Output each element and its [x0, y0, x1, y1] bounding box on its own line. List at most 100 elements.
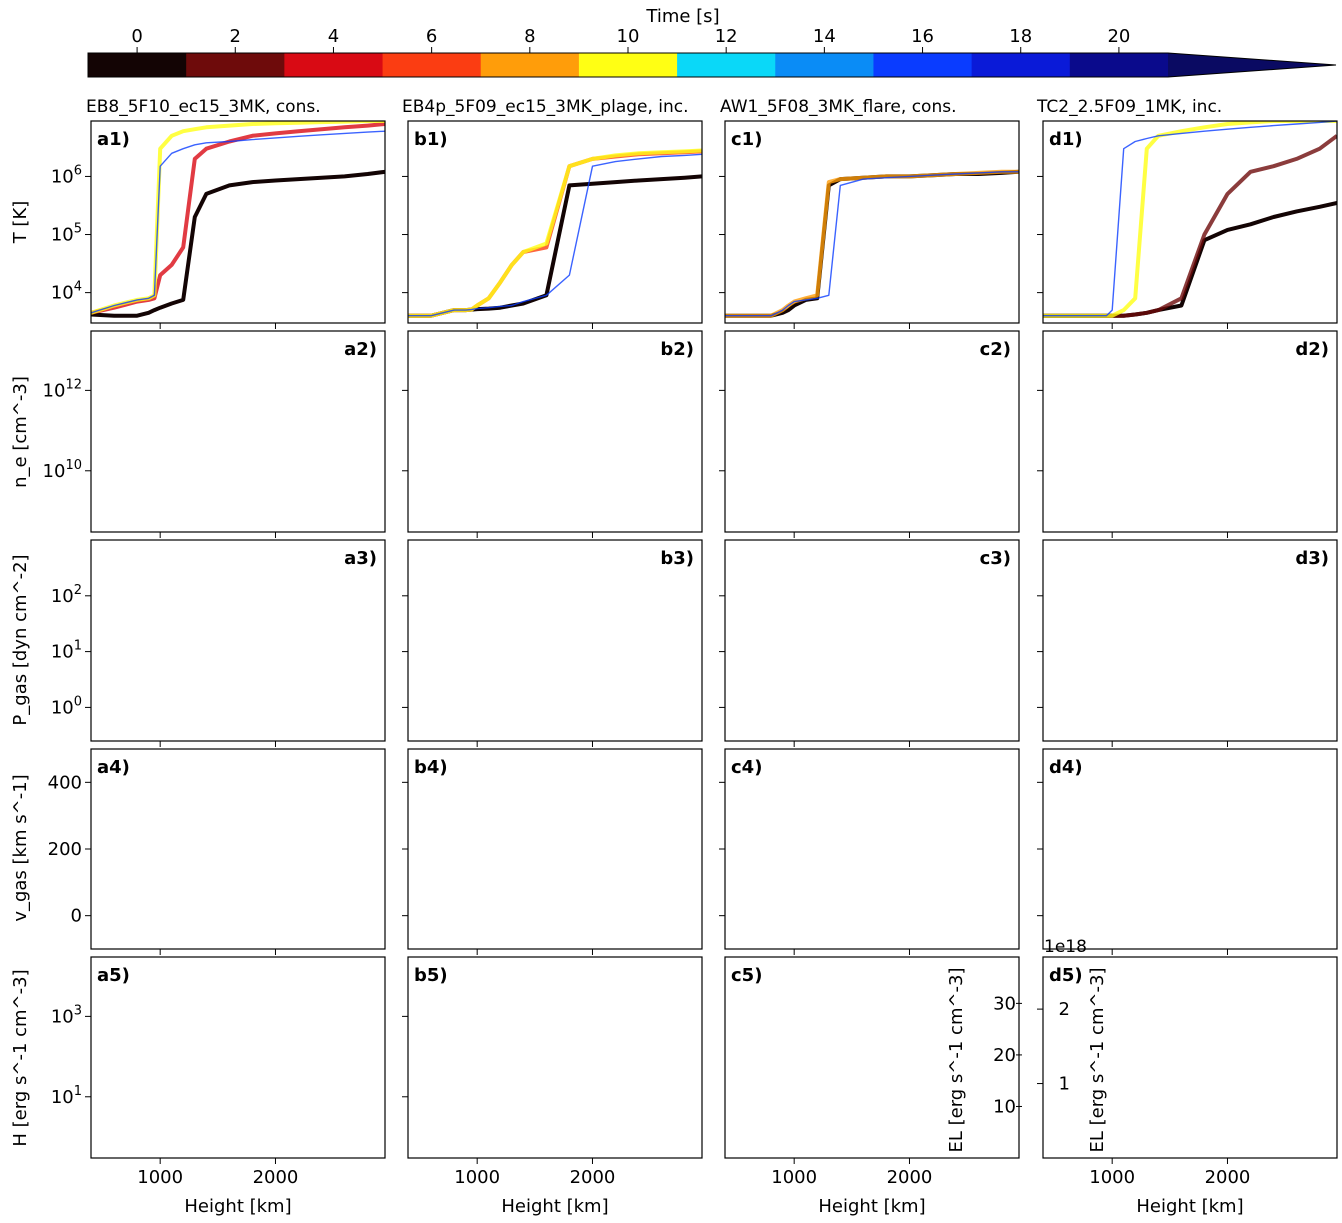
colorbar-block [775, 53, 874, 77]
panel-frame [1042, 330, 1338, 533]
panel-a3: 100 101 102 a3) [51, 548, 377, 747]
panel-label-b5: b5) [414, 965, 448, 986]
panel-label-c5: c5) [731, 965, 762, 986]
y-tick-label: 105 [51, 222, 82, 246]
panel-c3: c3) [719, 548, 1011, 747]
column-title-c: AW1_5F08_3MK_flare, cons. [720, 97, 956, 117]
colorbar-block [284, 53, 384, 77]
series-group [725, 169, 1019, 318]
panel-frame [407, 956, 703, 1159]
y-tick-label: 0 [71, 906, 82, 927]
panel-label-b4: b4) [414, 757, 448, 778]
x-tick-label: 2000 [1205, 1167, 1251, 1188]
panel-label-a5: a5) [97, 965, 130, 986]
colorbar-block [971, 53, 1071, 77]
el-tick-label: 30 [993, 993, 1016, 1014]
el-axis-label-d5: EL [erg s^-1 cm^-3] [1087, 967, 1108, 1152]
panel-frame [724, 539, 1020, 742]
series-line-t0 [91, 169, 385, 318]
panel-frame [90, 120, 386, 324]
colorbar-extend-arrow [1168, 53, 1336, 77]
colorbar-tick-label: 10 [617, 26, 640, 47]
series-line-t16 [408, 153, 702, 317]
colorbar-block [480, 53, 580, 77]
el-axis-offset-d5: 1e18 [1044, 937, 1087, 957]
y-tick-label: 103 [51, 1003, 82, 1027]
colorbar-label: Time [s] [645, 6, 719, 27]
colorbar-ticks: 0 2 4 6 8 10 12 14 16 18 20 [131, 26, 1130, 53]
panel-d3: d3) [1037, 548, 1329, 747]
el-axis: 10 20 30 [993, 993, 1022, 1117]
ylabel-electron-density: n_e [cm^-3] [10, 376, 31, 488]
panel-label-d3: d3) [1295, 548, 1329, 569]
panel-d4: d4) [1037, 757, 1228, 955]
series-line-t0 [408, 174, 702, 318]
panel-frame [724, 330, 1020, 533]
x-tick-label: 1000 [137, 1167, 183, 1188]
colorbar-tick-label: 0 [131, 26, 142, 47]
colorbar-block [88, 53, 187, 77]
xlabel-d: Height [km] [1136, 1196, 1243, 1217]
panel-b2: b2) [402, 339, 694, 538]
panel-label-d1: d1) [1049, 129, 1083, 150]
y-tick-label: 101 [51, 639, 82, 663]
panel-frame [1042, 539, 1338, 742]
panel-label-b2: b2) [660, 339, 694, 360]
colorbar-tick-label: 8 [524, 26, 535, 47]
panel-frame [90, 956, 386, 1159]
panel-frame [407, 330, 703, 533]
colorbar-block [382, 53, 482, 77]
y-tick-label: 104 [51, 280, 82, 304]
series-line-t0 [725, 169, 1019, 318]
panel-frame [1042, 956, 1338, 1159]
panel-label-c3: c3) [980, 548, 1011, 569]
panel-a2: 1010 1012 a2) [43, 339, 377, 538]
ylabel-gas-pressure: P_gas [dyn cm^-2] [10, 554, 31, 725]
panel-b3: b3) [402, 548, 694, 747]
colorbar-tick-label: 20 [1107, 26, 1130, 47]
el-axis: 12 [1037, 999, 1070, 1095]
series-line-t8 [725, 169, 1019, 318]
panel-a1: 104 105 106 a1) [51, 121, 385, 329]
series-line-t10 [408, 148, 702, 318]
panel-frame [724, 120, 1020, 324]
panel-frame [90, 330, 386, 533]
colorbar-outline [87, 52, 1337, 78]
panel-a5: 1000 2000 101 103 a5) [51, 965, 299, 1188]
panel-frame [1042, 748, 1338, 950]
panel-label-b1: b1) [414, 129, 448, 150]
panel-a4: 0 200 400 a4) [48, 757, 276, 955]
series-line-t16 [91, 130, 385, 314]
el-axis-label-c5: EL [erg s^-1 cm^-3] [946, 967, 967, 1152]
colorbar-tick-label: 18 [1009, 26, 1032, 47]
column-title-d: TC2_2.5F09_1MK, inc. [1036, 97, 1222, 117]
column-title-b: EB4p_5F09_ec15_3MK_plage, inc. [402, 97, 689, 117]
colorbar-tick-label: 4 [328, 26, 339, 47]
panel-b4: b4) [402, 757, 593, 955]
x-tick-label: 1000 [1089, 1167, 1135, 1188]
series-line-t10 [91, 121, 385, 315]
ylabel-gas-velocity: v_gas [km s^-1] [10, 774, 31, 921]
panel-label-a2: a2) [344, 339, 377, 360]
y-tick-label: 1012 [43, 377, 82, 401]
panel-frame [90, 539, 386, 742]
colorbar-tick-label: 16 [911, 26, 934, 47]
xlabel-a: Height [km] [184, 1196, 291, 1217]
y-tick-label: 101 [51, 1084, 82, 1108]
series-line-t16 [725, 171, 1019, 317]
colorbar-block [578, 53, 678, 77]
panel-frame [407, 120, 703, 324]
colorbar-tick-label: 12 [715, 26, 738, 47]
colorbar-tick-label: 14 [813, 26, 836, 47]
el-tick-label: 10 [993, 1096, 1016, 1117]
el-tick-label: 2 [1059, 999, 1070, 1020]
panel-label-b3: b3) [660, 548, 694, 569]
panel-label-d5: d5) [1049, 965, 1083, 986]
x-tick-label: 1000 [771, 1167, 817, 1188]
y-tick-label: 100 [51, 694, 82, 718]
panel-frame [724, 956, 1020, 1159]
panel-c2: c2) [719, 339, 1011, 538]
series-line-t0 [1043, 200, 1337, 318]
y-tick-label: 200 [48, 839, 82, 860]
